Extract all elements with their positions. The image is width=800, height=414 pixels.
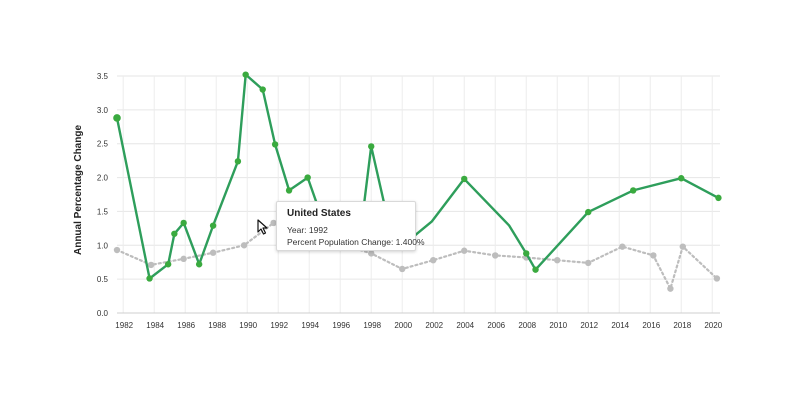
y-tick-label: 2.5: [97, 140, 109, 149]
axes: 0.0 0.5 1.0 1.5 2.0 2.5 3.0 3.5 1982 1984 1986 1988…: [97, 72, 723, 330]
y-tick-label: 3.0: [97, 106, 109, 115]
series-point-primary: [242, 71, 249, 78]
series-point-secondary: [113, 246, 121, 254]
series-point-secondary: [554, 256, 561, 264]
x-tick-label: 2016: [642, 321, 660, 330]
gridlines: [117, 75, 720, 314]
series-point-secondary: [180, 255, 187, 263]
series-point-primary: [271, 141, 279, 148]
x-tick-label: 2008: [518, 321, 536, 330]
series-point-secondary: [430, 256, 437, 264]
series-point-primary: [113, 114, 121, 122]
series-point-secondary: [619, 243, 626, 250]
x-tick-label: 1982: [115, 321, 133, 330]
series-point-secondary: [209, 249, 217, 256]
x-tick-label: 1986: [177, 321, 195, 330]
x-tick-label: 2018: [673, 321, 691, 330]
series-point-primary: [629, 187, 637, 194]
series-point-primary: [585, 208, 592, 216]
x-tick-label: 2002: [425, 321, 443, 330]
series-point-secondary: [713, 275, 721, 282]
y-tick-label: 1.0: [97, 241, 109, 250]
series-point-secondary: [492, 252, 499, 259]
tooltip-title: United States: [287, 208, 351, 219]
series-point-primary: [368, 143, 375, 150]
series-layer: [113, 71, 722, 292]
y-axis-label: Annual Percentage Change: [73, 125, 84, 255]
series-point-primary: [164, 261, 172, 268]
y-tick-label: 1.5: [97, 207, 109, 216]
x-tick-label: 1996: [332, 321, 350, 330]
series-point-secondary: [399, 265, 406, 273]
tooltip-year: Year: 1992: [287, 225, 328, 235]
series-point-primary: [461, 175, 468, 183]
y-tick-label: 0.5: [97, 275, 109, 284]
series-point-primary: [259, 86, 266, 93]
y-tick-label: 3.5: [97, 72, 109, 81]
series-point-secondary: [679, 243, 686, 250]
series-point-primary: [532, 266, 539, 273]
x-tick-label: 2006: [487, 321, 505, 330]
x-tick-label: 2012: [580, 321, 598, 330]
cursor-arrow-icon: [257, 219, 268, 235]
x-tick-label: 1984: [146, 321, 164, 330]
series-point-secondary: [240, 242, 248, 249]
series-point-secondary: [585, 259, 592, 267]
series-point-secondary: [650, 252, 657, 259]
x-tick-label: 1988: [208, 321, 226, 330]
data-tooltip: United States Year: 1992 Percent Populat…: [276, 201, 425, 251]
y-tick-label: 0.0: [97, 309, 109, 318]
series-point-secondary: [368, 250, 375, 257]
series-point-primary: [678, 175, 685, 182]
x-tick-label: 1998: [363, 321, 381, 330]
series-point-secondary: [270, 219, 277, 227]
x-tick-label: 2020: [704, 321, 722, 330]
series-point-primary: [523, 250, 530, 257]
y-tick-label: 2.0: [97, 174, 109, 183]
x-tick-label: 2010: [549, 321, 567, 330]
series-point-secondary: [667, 285, 674, 292]
series-point-primary: [171, 230, 178, 237]
x-tick-label: 1990: [239, 321, 257, 330]
series-point-primary: [234, 158, 242, 165]
series-point-primary: [146, 275, 153, 282]
x-tick-label: 2014: [611, 321, 629, 330]
series-point-primary: [180, 219, 187, 227]
series-point-primary: [285, 187, 293, 194]
x-tick-label: 1992: [270, 321, 288, 330]
series-point-secondary: [147, 261, 155, 269]
series-point-secondary: [461, 247, 468, 254]
series-point-primary: [304, 174, 311, 181]
series-point-primary: [209, 222, 217, 229]
series-point-primary: [195, 261, 203, 268]
x-tick-label: 2004: [456, 321, 474, 330]
x-tick-label: 1994: [301, 321, 319, 330]
x-tick-label: 2000: [394, 321, 412, 330]
tooltip-value: Percent Population Change: 1.400%: [287, 237, 425, 247]
series-point-primary: [715, 194, 722, 202]
